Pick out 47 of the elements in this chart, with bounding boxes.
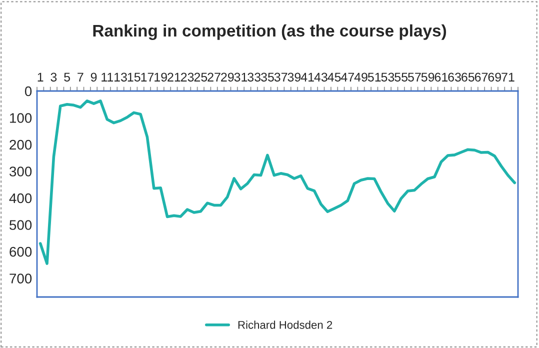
x-tick-label: 71: [502, 72, 514, 82]
y-tick-label: 400: [9, 193, 32, 204]
x-tick-label: 37: [274, 72, 288, 82]
x-tick-label: 51: [368, 72, 381, 82]
x-tick-label: 47: [340, 72, 354, 82]
x-tick-label: 21: [168, 72, 180, 82]
x-tick-label: 67: [474, 72, 488, 82]
x-tick-label: 13: [114, 72, 127, 82]
x-tick-label: 33: [248, 72, 261, 82]
x-tick-label: 3: [50, 72, 57, 82]
y-tick-label: 700: [10, 274, 32, 284]
x-tick-label: 25: [194, 72, 208, 82]
y-tick-label: 200: [10, 140, 32, 150]
line-series: [38, 100, 516, 265]
x-tick-label: 29: [221, 72, 234, 82]
x-tick-label: 59: [421, 72, 434, 82]
y-tick-label: 100: [10, 113, 32, 123]
x-tick-label: 63: [448, 72, 461, 82]
x-tick-label: 49: [354, 72, 368, 82]
x-tick-label: 45: [328, 72, 341, 82]
x-tick-label: 69: [488, 72, 501, 82]
x-tick-label: 35: [261, 72, 274, 82]
y-tick-label: 300: [10, 166, 32, 176]
x-tick-label: 55: [394, 72, 408, 82]
x-tick-label: 11: [102, 72, 114, 82]
y-tick-label: 500: [10, 220, 32, 230]
x-tick-label: 57: [408, 72, 421, 82]
x-tick-label: 27: [208, 72, 220, 82]
x-tick-label: 9: [90, 72, 97, 82]
x-tick-label: 31: [234, 72, 248, 82]
x-tick-label: 43: [314, 72, 328, 82]
x-tick-label: 5: [64, 72, 70, 82]
y-tick-label: 600: [10, 246, 32, 257]
chart-title: Ranking in competition (as the course plays): [93, 24, 446, 40]
x-tick-label: 65: [462, 72, 474, 82]
x-tick-label: 61: [434, 72, 448, 82]
x-tick-label: 1: [38, 72, 44, 82]
x-tick-label: 17: [141, 72, 154, 82]
x-tick-label: 7: [78, 72, 84, 82]
x-tick-label: 19: [154, 72, 167, 82]
x-tick-label: 41: [300, 72, 314, 82]
x-tick-label: 15: [128, 72, 140, 82]
y-tick-label: 0: [24, 86, 32, 96]
x-tick-label: 53: [381, 72, 394, 82]
legend-label: Richard Hodsden 2: [238, 320, 332, 329]
x-tick-label: 39: [288, 72, 301, 82]
x-tick-label: 23: [180, 72, 194, 82]
